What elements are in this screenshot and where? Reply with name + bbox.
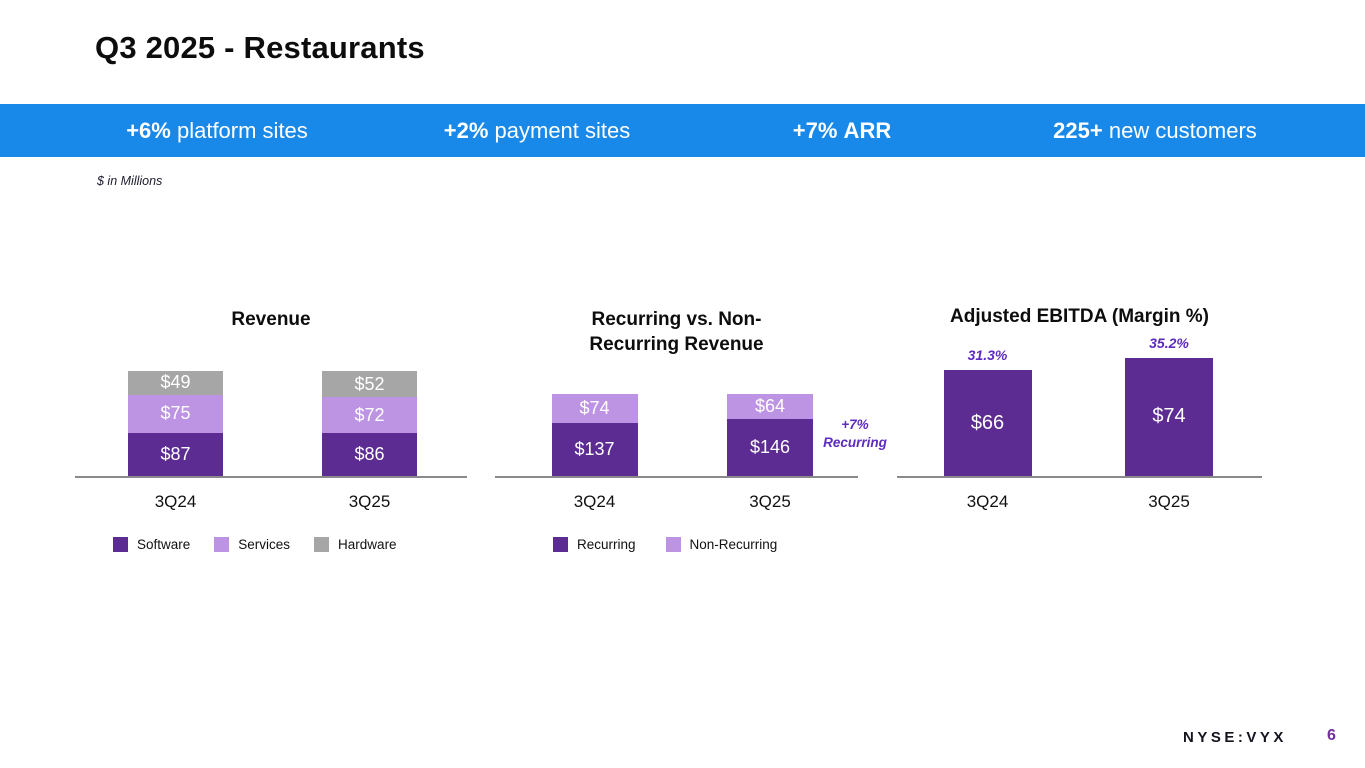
banner-value: 225+ — [1053, 117, 1103, 143]
banner-item-arr: +7% ARR — [793, 118, 891, 144]
bar-segment-software: $87 — [128, 432, 223, 476]
legend-label: Hardware — [338, 537, 397, 552]
bar-3Q24: $66 — [943, 370, 1032, 476]
value-label: $72 — [354, 404, 385, 425]
bar-3Q25: $52 $72 $86 — [322, 371, 417, 476]
legend-item-non-recurring: Non-Recurring — [665, 537, 778, 552]
value-label: $52 — [354, 373, 385, 394]
value-label: $75 — [160, 403, 191, 424]
bar-segment-adjusted-ebitda: $66 — [943, 370, 1032, 476]
bar-segment-non-recurring: $74 — [551, 393, 638, 423]
bar-segment-non-recurring: $64 — [727, 394, 813, 420]
page-number: 6 — [1327, 727, 1336, 744]
value-label: $137 — [574, 438, 615, 459]
highlights-banner: +6% platform sites +2% payment sites +7%… — [0, 104, 1365, 157]
ebitda-chart: Adjusted EBITDA (Margin %) $66 31.3% $74 35… — [897, 300, 1262, 575]
banner-label: new customers — [1108, 117, 1257, 143]
legend-label: Software — [137, 537, 191, 552]
category-label: 3Q24 — [154, 492, 197, 511]
legend-swatch — [665, 537, 681, 552]
margin-percent-label: 35.2% — [1149, 334, 1189, 351]
bar-segment-hardware: $49 — [128, 370, 223, 395]
category-label: 3Q25 — [749, 492, 791, 511]
bar-segment-hardware: $52 — [322, 371, 417, 397]
banner-item-platform-sites: +6% platform sites — [126, 118, 308, 144]
revenue-plot: $49 $75 $87 $52 $72 $86 — [75, 350, 467, 478]
banner-label: platform sites — [176, 117, 308, 143]
legend-item-recurring: Recurring — [553, 537, 636, 552]
bar-3Q24: $49 $75 $87 — [128, 370, 223, 476]
banner-label: payment sites — [494, 117, 631, 143]
banner-value: +7% — [792, 117, 838, 143]
bar-segment-services: $75 — [128, 395, 223, 433]
bar-segment-software: $86 — [322, 433, 417, 476]
legend-swatch — [214, 537, 230, 552]
bar-3Q25: $64 $146 — [727, 394, 813, 476]
value-label: $66 — [970, 411, 1005, 434]
chart-title: Revenue — [231, 309, 311, 330]
recurring-legend: Recurring Non-Recurring — [553, 537, 777, 552]
chart-title: Recurring vs. Non- Recurring Revenue — [589, 309, 764, 355]
value-label: $49 — [160, 372, 191, 393]
value-label: $74 — [1152, 405, 1186, 428]
recurring-growth-annotation: +7% Recurring — [823, 417, 887, 451]
category-label: 3Q24 — [573, 492, 616, 511]
legend-swatch — [553, 537, 568, 552]
ticker-label: NYSE:VYX — [1183, 729, 1287, 746]
units-note: $ in Millions — [97, 174, 163, 188]
category-axis: 3Q24 3Q25 — [897, 492, 1262, 514]
bar-3Q24: $74 $137 — [551, 393, 638, 476]
recurring-chart: Recurring vs. Non- Recurring Revenue +7%… — [495, 300, 887, 575]
value-label: $146 — [749, 437, 791, 458]
legend-item-hardware: Hardware — [314, 537, 397, 552]
legend-label: Non-Recurring — [689, 537, 778, 552]
value-label: $87 — [160, 443, 191, 464]
category-label: 3Q25 — [1148, 492, 1190, 511]
category-axis: 3Q24 3Q25 — [495, 492, 858, 514]
category-axis: 3Q24 3Q25 — [75, 492, 467, 514]
recurring-plot: +7% Recurring $74 $137 $64 $146 — [495, 350, 887, 478]
legend-item-software: Software — [113, 537, 190, 552]
legend-swatch — [113, 537, 128, 552]
banner-label: ARR — [843, 117, 892, 143]
bar-segment-adjusted-ebitda: $74 — [1125, 357, 1213, 476]
value-label: $86 — [354, 444, 385, 464]
legend-swatch — [314, 537, 330, 552]
bar-segment-services: $72 — [322, 397, 417, 433]
banner-value: +6% — [126, 117, 171, 143]
legend-item-services: Services — [214, 537, 290, 552]
banner-value: +2% — [443, 117, 489, 143]
legend-label: Recurring — [577, 537, 636, 552]
legend-label: Services — [238, 537, 291, 552]
value-label: $64 — [754, 396, 786, 417]
ebitda-plot: $66 31.3% $74 35.2% — [897, 335, 1262, 478]
revenue-chart: Revenue $49 $75 $87 $52 $72 $86 3Q24 3Q25 Soft… — [75, 300, 467, 575]
chart-title: Adjusted EBITDA (Margin %) — [950, 306, 1209, 327]
page-title: Q3 2025 - Restaurants — [95, 30, 425, 65]
banner-item-new-customers: 225+ new customers — [1053, 118, 1257, 144]
bar-segment-recurring: $137 — [551, 422, 638, 476]
margin-percent-label: 31.3% — [967, 347, 1008, 364]
category-label: 3Q24 — [966, 492, 1009, 511]
bar-segment-recurring: $146 — [727, 419, 813, 476]
value-label: $74 — [579, 397, 610, 418]
category-label: 3Q25 — [348, 492, 391, 511]
banner-item-payment-sites: +2% payment sites — [444, 118, 631, 144]
bar-3Q25: $74 — [1125, 357, 1213, 476]
revenue-legend: Software Services Hardware — [113, 537, 397, 552]
